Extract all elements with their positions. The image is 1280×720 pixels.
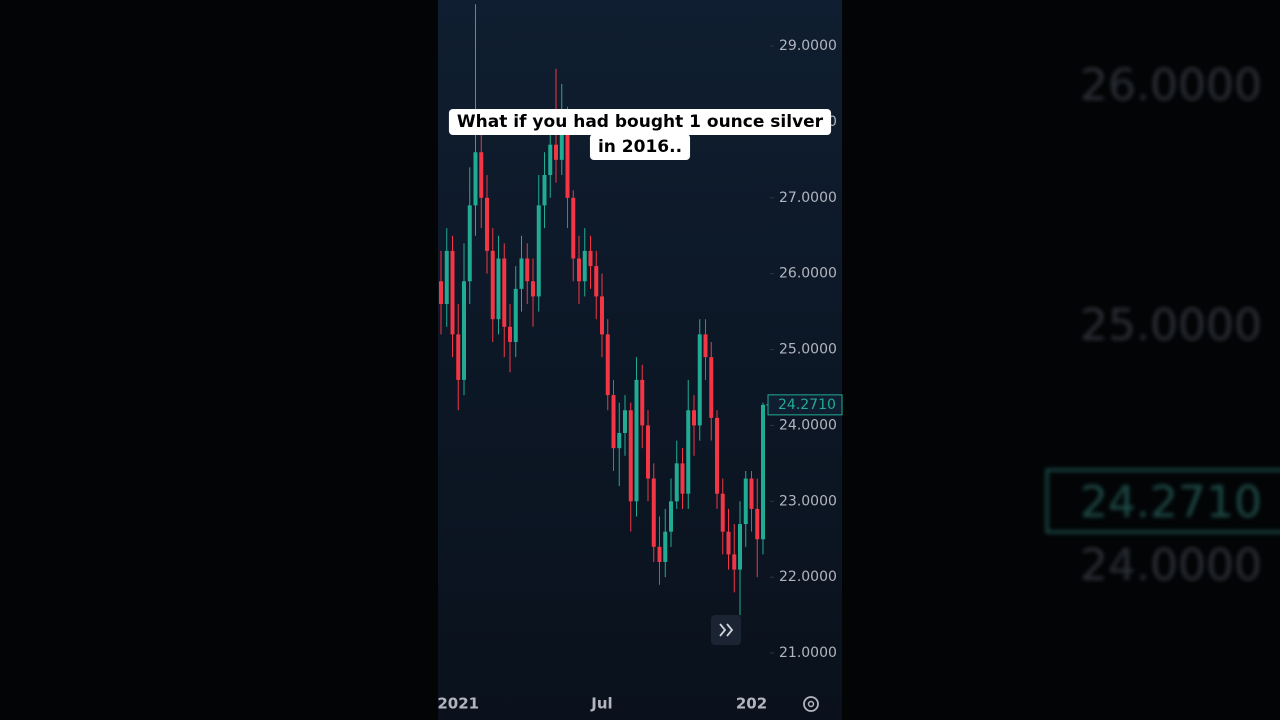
y-tick-label: 25.0000 <box>779 342 837 358</box>
candle-body <box>611 395 616 449</box>
caption-box <box>589 134 691 160</box>
caption: What if you had bought 1 ounce silver in… <box>448 109 832 160</box>
y-tick-label: 29.0000 <box>779 38 837 54</box>
y-tick-label: 23.0000 <box>779 493 837 509</box>
candle-body <box>525 258 530 282</box>
candle-body <box>456 334 461 380</box>
candle-body <box>720 493 725 532</box>
candle-body <box>755 508 760 540</box>
candle-body <box>577 258 581 282</box>
scroll-icon <box>719 623 734 637</box>
candle-body <box>651 478 656 547</box>
candle-body <box>485 197 489 251</box>
candle-body <box>634 379 639 502</box>
candle-body <box>588 250 593 267</box>
candle-body <box>605 334 610 396</box>
candle-body <box>703 334 708 358</box>
candle-body <box>709 357 714 418</box>
candle-body <box>496 258 501 320</box>
y-tick-label: 22.0000 <box>779 569 837 585</box>
candle-body <box>467 205 472 282</box>
candle-body <box>680 463 685 494</box>
candle-body <box>582 250 587 282</box>
candle-body <box>686 410 691 494</box>
candle-body <box>508 326 512 342</box>
candle-body <box>490 250 495 320</box>
candle-body <box>531 281 535 297</box>
candle-body <box>548 144 553 176</box>
caption-line: What if you had bought 1 ounce silver <box>457 112 824 132</box>
candle-body <box>479 152 484 198</box>
ghost-tick: 24.0000 <box>1080 540 1262 591</box>
x-tick-label: 2021 <box>437 695 479 713</box>
ghost-tick: 25.0000 <box>1080 300 1262 351</box>
caption-box <box>448 109 832 135</box>
ghost-price-box <box>1045 468 1280 534</box>
candle-body <box>692 410 696 426</box>
candle-body <box>473 152 478 206</box>
y-tick-label: 27.0000 <box>779 190 837 206</box>
candle-body <box>450 250 455 335</box>
candle-body <box>646 425 650 479</box>
candle-body <box>513 288 518 342</box>
candle-body <box>542 175 547 206</box>
candle-body <box>726 531 731 555</box>
candle-body <box>519 258 524 289</box>
candle-body <box>617 433 622 449</box>
candle-body <box>697 334 702 426</box>
ghost-price: 24.2710 <box>1080 477 1262 528</box>
candle-body <box>439 281 443 305</box>
settings-icon[interactable] <box>803 696 819 712</box>
blurred-side: 26.0000 25.0000 24.2710 24.0000 <box>1045 60 1280 591</box>
x-tick-label: Jul <box>590 695 612 713</box>
candle-body <box>594 266 599 297</box>
ghost-tick: 26.0000 <box>1080 60 1262 111</box>
candle-body <box>761 404 765 540</box>
candle-body <box>657 546 662 563</box>
candle-body <box>462 281 466 380</box>
candle-body <box>749 478 754 509</box>
candle-body <box>628 410 633 502</box>
candle-body <box>715 417 719 494</box>
y-tick-label: 24.0000 <box>779 417 837 433</box>
candle-body <box>565 129 570 198</box>
candle-body <box>743 478 748 525</box>
candle-body <box>444 250 449 305</box>
candle-body <box>623 410 627 434</box>
chart-panel <box>438 0 842 720</box>
y-tick-label: 21.0000 <box>779 645 837 661</box>
caption-line: in 2016.. <box>598 137 682 157</box>
candle-body <box>554 144 558 160</box>
last-price-box <box>767 394 843 416</box>
candle-body <box>571 197 576 259</box>
candle-body <box>600 296 604 335</box>
y-tick-label: 26.0000 <box>779 266 837 282</box>
x-tick-label: 202 <box>736 695 767 713</box>
candle-body <box>663 531 668 563</box>
candle-body <box>640 379 645 426</box>
candle-body <box>674 463 679 502</box>
candle-body <box>732 554 737 570</box>
candle-body <box>536 205 541 297</box>
candle-body <box>502 258 507 327</box>
candle-body <box>669 501 673 532</box>
last-price-label: 24.2710 <box>778 397 836 413</box>
candle-body <box>738 524 742 570</box>
candle-body <box>559 129 564 160</box>
